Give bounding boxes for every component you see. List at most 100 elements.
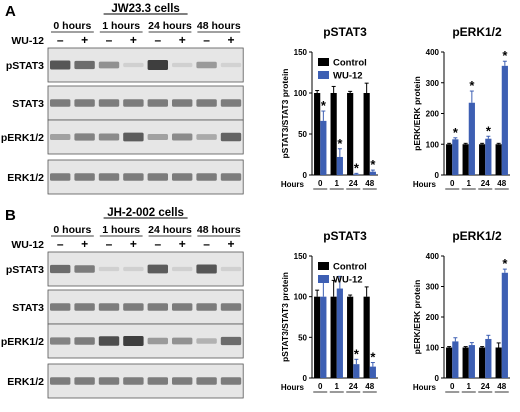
blot-band xyxy=(50,173,71,181)
lane-sign: + xyxy=(179,237,186,251)
x-tick-label: 24 xyxy=(349,382,358,391)
y-tick-label: 0 xyxy=(435,374,440,383)
blot-band xyxy=(172,99,193,107)
bar-control xyxy=(363,296,370,378)
lane-sign: + xyxy=(81,237,88,251)
x-axis-label: Hours xyxy=(413,180,437,189)
blot-band xyxy=(172,173,193,181)
chart-a-perk1-2: pERK1/2 0 100 200 300 400 pERK/ERK protein * 0 * 1… xyxy=(412,25,510,190)
blot-band xyxy=(98,99,120,107)
lane-sign: + xyxy=(81,33,88,47)
time-header: 24 hours xyxy=(148,20,192,32)
lane-sign: – xyxy=(154,33,161,47)
bar-wu12 xyxy=(369,171,376,175)
bar-wu12 xyxy=(353,174,360,175)
blot-band xyxy=(50,303,71,311)
y-axis-label: pSTAT3/STAT3 protein xyxy=(280,272,290,362)
blot-band xyxy=(74,133,95,141)
bar-control xyxy=(314,93,321,175)
blot-band xyxy=(196,99,217,107)
blot-band xyxy=(172,133,193,141)
blot-band xyxy=(172,266,193,272)
blot-band xyxy=(196,264,217,274)
blot-band xyxy=(196,377,217,385)
bar-control xyxy=(446,347,453,378)
blot-band xyxy=(220,99,242,107)
blot-band xyxy=(98,133,120,141)
blot-band xyxy=(172,377,193,385)
y-tick-label: 400 xyxy=(426,252,440,261)
blot-band xyxy=(123,377,144,385)
blot-band xyxy=(50,377,71,385)
blot-band xyxy=(196,303,217,311)
significance-star: * xyxy=(321,98,327,113)
bar-control xyxy=(479,144,486,175)
bar-control xyxy=(330,296,337,378)
blot-band xyxy=(98,173,120,181)
blot-band xyxy=(147,173,168,181)
blot-band xyxy=(147,337,168,345)
blot-band xyxy=(74,377,95,385)
bar-wu12 xyxy=(336,288,343,378)
y-tick-label: 200 xyxy=(426,313,440,322)
blot-band xyxy=(50,337,71,345)
y-axis-label: pERK/ERK protein xyxy=(412,76,422,151)
y-axis-label: pSTAT3/STAT3 protein xyxy=(280,68,290,158)
y-tick-label: 50 xyxy=(298,130,307,139)
blot-band xyxy=(74,265,95,273)
x-axis-label: Hours xyxy=(281,180,305,189)
panel-A: A JW23.3 cells 0 hours 1 hours 24 hours 48 ho… xyxy=(1,3,244,195)
blot-row-label: pERK1/2 xyxy=(1,132,44,144)
x-tick-label: 1 xyxy=(467,382,472,391)
blot-row-label: pERK1/2 xyxy=(1,336,44,348)
blot-band xyxy=(147,303,168,311)
blot-band xyxy=(172,337,193,345)
significance-star: * xyxy=(486,123,492,138)
legend-label: WU-12 xyxy=(333,71,363,82)
blot-band xyxy=(172,62,193,68)
blot-band xyxy=(74,173,95,181)
bar-control xyxy=(495,144,502,175)
lane-sign: – xyxy=(106,237,113,251)
y-tick-label: 0 xyxy=(303,171,308,180)
blot-band xyxy=(220,303,242,311)
blot-band xyxy=(220,173,242,181)
y-tick-label: 100 xyxy=(294,89,308,98)
x-tick-label: 0 xyxy=(318,179,323,188)
chart-title: pERK1/2 xyxy=(452,25,502,39)
blot-band xyxy=(74,337,95,345)
bar-wu12 xyxy=(369,366,376,378)
blot-band xyxy=(123,266,144,272)
lane-sign: – xyxy=(154,237,161,251)
blot-band xyxy=(220,336,242,346)
time-header: 24 hours xyxy=(148,224,192,236)
bar-control xyxy=(314,296,321,378)
blot-band xyxy=(147,133,168,141)
bar-control xyxy=(446,144,453,175)
blot-band xyxy=(98,336,120,346)
legend-label: Control xyxy=(333,58,367,69)
blot-band xyxy=(220,377,242,385)
significance-star: * xyxy=(453,125,459,140)
significance-star: * xyxy=(502,48,508,63)
bar-control xyxy=(479,347,486,378)
bar-control xyxy=(347,296,354,378)
x-tick-label: 48 xyxy=(497,382,506,391)
significance-star: * xyxy=(354,160,360,175)
blot-band xyxy=(74,60,95,70)
bar-wu12 xyxy=(501,272,508,378)
x-tick-label: 0 xyxy=(450,382,455,391)
blot-band xyxy=(196,173,217,181)
y-tick-label: 150 xyxy=(294,48,308,57)
x-tick-label: 48 xyxy=(365,179,374,188)
blot-row-label: STAT3 xyxy=(12,302,44,314)
bar-wu12 xyxy=(468,345,475,378)
blot-band xyxy=(98,266,120,272)
x-tick-label: 1 xyxy=(335,179,340,188)
significance-star: * xyxy=(354,346,360,361)
bar-wu12 xyxy=(320,120,327,175)
significance-star: * xyxy=(370,350,376,365)
chart-title: pERK1/2 xyxy=(452,229,502,243)
blot-band xyxy=(50,99,71,107)
